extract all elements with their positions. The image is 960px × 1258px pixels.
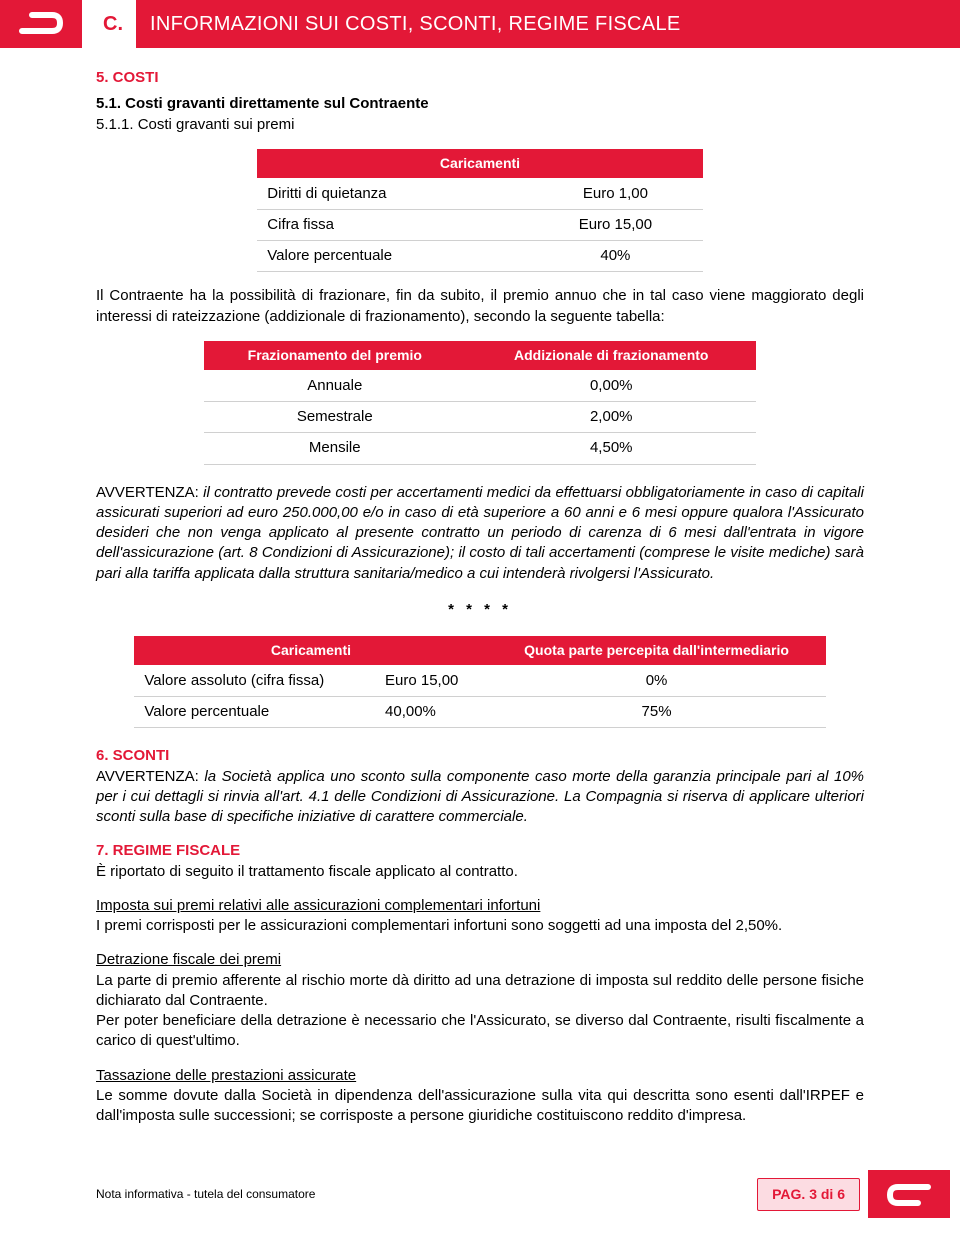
table-cell: Valore assoluto (cifra fissa) (134, 665, 375, 696)
table-cell: Euro 15,00 (528, 209, 703, 240)
avvertenza-lead: AVVERTENZA: (96, 768, 204, 785)
footer-note: Nota informativa - tutela del consumator… (96, 1186, 315, 1202)
caricamenti-table: Caricamenti Diritti di quietanzaEuro 1,0… (257, 149, 702, 273)
avvertenza-body: il contratto prevede costi per accertame… (96, 484, 864, 582)
table-cell: Valore percentuale (134, 697, 375, 728)
brand-logo-icon (0, 0, 82, 48)
table-cell: 75% (487, 697, 825, 728)
table-cell: 40% (528, 241, 703, 272)
quota-table: Caricamenti Quota parte percepita dall'i… (134, 636, 825, 728)
table-cell: Semestrale (204, 402, 467, 433)
heading-7: 7. REGIME FISCALE (96, 841, 864, 861)
heading-5-1: 5.1. Costi gravanti direttamente sul Con… (96, 94, 864, 114)
sconti-paragraph: AVVERTENZA: la Società applica uno scont… (96, 767, 864, 828)
table-cell: Mensile (204, 433, 467, 464)
heading-6: 6. SCONTI (96, 746, 864, 766)
table-cell: 4,50% (466, 433, 756, 464)
paragraph: Per poter beneficiare della detrazione è… (96, 1011, 864, 1052)
table-header: Frazionamento del premio (204, 341, 467, 370)
paragraph: Il Contraente ha la possibilità di frazi… (96, 286, 864, 327)
page-number-badge: PAG. 3 di 6 (757, 1178, 860, 1211)
table-header: Addizionale di frazionamento (466, 341, 756, 370)
subheading: Tassazione delle prestazioni assicurate (96, 1066, 864, 1086)
brand-logo-icon (868, 1170, 950, 1218)
paragraph: I premi corrisposti per le assicurazioni… (96, 916, 864, 936)
avvertenza-lead: AVVERTENZA: (96, 484, 203, 501)
heading-5-1-1: 5.1.1. Costi gravanti sui premi (96, 115, 864, 135)
table-cell: 0% (487, 665, 825, 696)
paragraph: Le somme dovute dalla Società in dipende… (96, 1086, 864, 1127)
table-cell: Diritti di quietanza (257, 178, 528, 209)
table-cell: Annuale (204, 370, 467, 401)
section-title-bar: INFORMAZIONI SUI COSTI, SCONTI, REGIME F… (136, 0, 960, 48)
table-cell: Euro 1,00 (528, 178, 703, 209)
frazionamento-table: Frazionamento del premio Addizionale di … (204, 341, 757, 465)
regime-intro: È riportato di seguito il trattamento fi… (96, 862, 864, 882)
table-header: Caricamenti (257, 149, 702, 178)
paragraph: La parte di premio afferente al rischio … (96, 971, 864, 1012)
top-bar: C. INFORMAZIONI SUI COSTI, SCONTI, REGIM… (0, 0, 960, 48)
table-cell: 0,00% (466, 370, 756, 401)
avvertenza-1: AVVERTENZA: il contratto prevede costi p… (96, 483, 864, 584)
table-cell: 40,00% (375, 697, 487, 728)
subheading: Detrazione fiscale dei premi (96, 950, 864, 970)
sconti-body: la Società applica uno sconto sulla comp… (96, 768, 864, 826)
table-cell: Cifra fissa (257, 209, 528, 240)
table-cell: 2,00% (466, 402, 756, 433)
table-header: Quota parte percepita dall'intermediario (487, 636, 825, 665)
table-header: Caricamenti (134, 636, 487, 665)
heading-5: 5. COSTI (96, 68, 864, 88)
table-cell: Valore percentuale (257, 241, 528, 272)
page-footer: Nota informativa - tutela del consumator… (0, 1170, 960, 1218)
section-letter: C. (90, 0, 136, 48)
table-cell: Euro 15,00 (375, 665, 487, 696)
subheading: Imposta sui premi relativi alle assicura… (96, 896, 864, 916)
separator-stars: * * * * (96, 600, 864, 620)
